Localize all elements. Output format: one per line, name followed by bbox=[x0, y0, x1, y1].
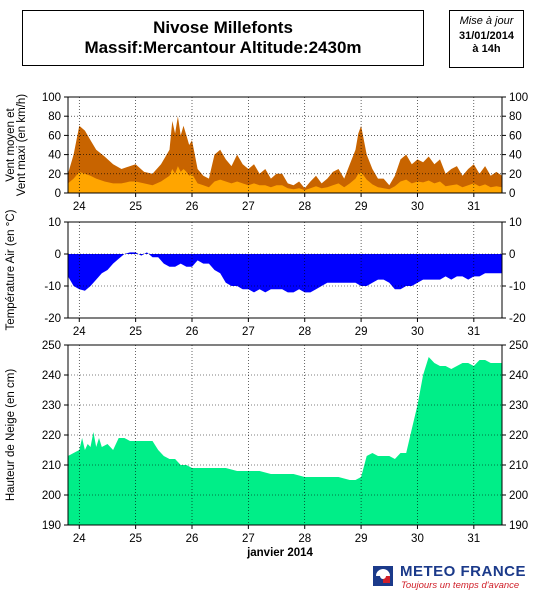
plot-frame bbox=[67, 221, 503, 319]
plot-frame bbox=[67, 96, 503, 194]
y-tick-label-right: 80 bbox=[509, 111, 522, 123]
y-tick-label-left: 0 bbox=[55, 249, 61, 261]
y-tick-label-left: 250 bbox=[42, 340, 61, 352]
y-tick-label-right: 210 bbox=[509, 460, 528, 472]
y-tick-label-right: 0 bbox=[509, 249, 515, 261]
update-date: 31/01/2014 bbox=[458, 30, 515, 42]
y-tick-label-left: -10 bbox=[44, 281, 61, 293]
x-tick-label: 26 bbox=[186, 326, 199, 338]
x-tick-label: 25 bbox=[129, 201, 142, 213]
x-tick-label: 28 bbox=[298, 533, 311, 545]
x-tick-label: 24 bbox=[73, 201, 86, 213]
update-time: à 14h bbox=[472, 43, 501, 55]
x-tick-label: 30 bbox=[411, 201, 424, 213]
x-tick-label: 29 bbox=[355, 201, 368, 213]
x-tick-label: 24 bbox=[73, 326, 86, 338]
y-tick-label-right: 0 bbox=[509, 188, 515, 200]
y-tick-label-right: -20 bbox=[509, 313, 526, 325]
y-axis-label: Hauteur de Neige (en cm) bbox=[5, 369, 17, 501]
x-tick-label: 29 bbox=[355, 533, 368, 545]
y-tick-label-left: 240 bbox=[42, 370, 61, 382]
y-tick-label-right: 60 bbox=[509, 130, 522, 142]
y-axis-label: Température Air (en °C) bbox=[5, 209, 17, 330]
x-tick-label: 25 bbox=[129, 326, 142, 338]
y-axis-label: Vent moyen et bbox=[5, 107, 17, 181]
station-subtitle: Massif:Mercantour Altitude:2430m bbox=[84, 38, 362, 57]
x-tick-label: 30 bbox=[411, 533, 424, 545]
x-axis-label: janvier 2014 bbox=[246, 547, 313, 559]
y-tick-label-right: -10 bbox=[509, 281, 526, 293]
x-tick-label: 27 bbox=[242, 326, 255, 338]
update-box: Mise à jour 31/01/2014 à 14h bbox=[449, 10, 524, 68]
update-label: Mise à jour bbox=[459, 15, 514, 27]
footer-slogan: Toujours un temps d'avance bbox=[401, 580, 520, 591]
plot-frame bbox=[67, 344, 503, 526]
footer-brand: METEO FRANCE bbox=[400, 563, 526, 580]
y-tick-label-right: 20 bbox=[509, 169, 522, 181]
y-tick-label-left: 200 bbox=[42, 490, 61, 502]
x-tick-label: 29 bbox=[355, 326, 368, 338]
meteo-france-logo-icon bbox=[373, 566, 393, 586]
y-tick-label-left: 40 bbox=[48, 150, 61, 162]
x-tick-label: 27 bbox=[242, 533, 255, 545]
y-tick-label-left: 220 bbox=[42, 430, 61, 442]
y-tick-label-left: 230 bbox=[42, 400, 61, 412]
y-tick-label-right: 10 bbox=[509, 217, 522, 229]
x-tick-label: 28 bbox=[298, 326, 311, 338]
y-tick-label-right: 190 bbox=[509, 520, 528, 532]
x-tick-label: 27 bbox=[242, 201, 255, 213]
y-axis-label: Vent maxi (en km/h) bbox=[16, 94, 28, 196]
series-area-2-1 bbox=[68, 252, 502, 293]
y-tick-label-left: 20 bbox=[48, 169, 61, 181]
y-tick-label-left: 10 bbox=[48, 217, 61, 229]
x-tick-label: 28 bbox=[298, 201, 311, 213]
title-box: Nivose Millefonts Massif:Mercantour Alti… bbox=[22, 10, 424, 66]
y-tick-label-right: 250 bbox=[509, 340, 528, 352]
y-tick-label-right: 230 bbox=[509, 400, 528, 412]
y-tick-label-right: 200 bbox=[509, 490, 528, 502]
y-tick-label-right: 220 bbox=[509, 430, 528, 442]
x-tick-label: 31 bbox=[467, 201, 480, 213]
y-tick-label-right: 240 bbox=[509, 370, 528, 382]
y-tick-label-left: 190 bbox=[42, 520, 61, 532]
y-tick-label-left: -20 bbox=[44, 313, 61, 325]
x-tick-label: 24 bbox=[73, 533, 86, 545]
y-tick-label-left: 0 bbox=[55, 188, 61, 200]
y-tick-label-left: 60 bbox=[48, 130, 61, 142]
y-tick-label-left: 100 bbox=[42, 92, 61, 104]
y-tick-label-left: 80 bbox=[48, 111, 61, 123]
x-tick-label: 25 bbox=[129, 533, 142, 545]
x-tick-label: 31 bbox=[467, 326, 480, 338]
x-tick-label: 31 bbox=[467, 533, 480, 545]
x-tick-label: 30 bbox=[411, 326, 424, 338]
station-title: Nivose Millefonts bbox=[153, 18, 293, 37]
series-area-3-1 bbox=[68, 357, 502, 525]
y-tick-label-right: 40 bbox=[509, 150, 522, 162]
x-tick-label: 26 bbox=[186, 201, 199, 213]
series-area-1-2 bbox=[68, 166, 502, 193]
y-tick-label-left: 210 bbox=[42, 460, 61, 472]
y-tick-label-right: 100 bbox=[509, 92, 528, 104]
x-tick-label: 26 bbox=[186, 533, 199, 545]
